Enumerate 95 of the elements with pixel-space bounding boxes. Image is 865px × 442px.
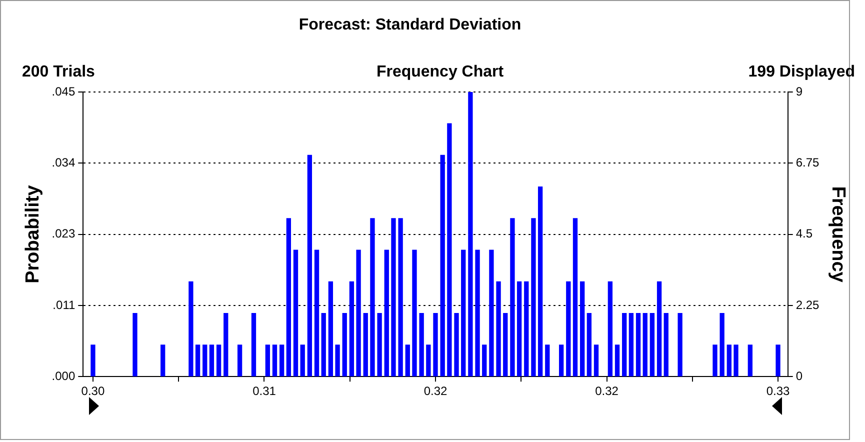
bar [321, 313, 326, 376]
x-tick-label: 0.30 [81, 384, 105, 398]
bar [531, 218, 536, 376]
chart-subtitle: Frequency Chart [376, 63, 504, 80]
bar [307, 154, 312, 376]
bar [538, 186, 543, 376]
bar [608, 281, 613, 376]
y-axis-title: Probability [22, 184, 44, 284]
bar [580, 281, 585, 376]
y-tick-label: .000 [52, 368, 76, 383]
bar [328, 281, 334, 376]
x-tick-label: 0.31 [252, 384, 276, 398]
bar [356, 250, 361, 376]
bar [370, 218, 375, 376]
y-tick-label: .045 [52, 84, 76, 98]
bar [426, 344, 431, 376]
x-tick-label: 0.32 [424, 384, 448, 398]
bar [622, 313, 627, 376]
x-tick-label: 0.33 [766, 384, 790, 398]
y2-tick-label: 0 [796, 368, 803, 383]
y2-tick-label: 2.25 [796, 298, 820, 312]
bar [524, 281, 529, 376]
bar [776, 344, 780, 376]
bar [461, 250, 466, 376]
bar [251, 313, 256, 376]
bar [384, 250, 389, 376]
bar [237, 344, 242, 376]
bar [391, 218, 396, 376]
bar [412, 250, 417, 376]
bar [202, 344, 208, 376]
bar [363, 313, 368, 376]
bar [447, 123, 452, 376]
bar [224, 313, 228, 376]
bar [712, 344, 718, 376]
bar [482, 344, 487, 376]
bar [160, 344, 166, 376]
bar [293, 250, 298, 376]
bar [614, 344, 620, 376]
bar [572, 218, 578, 376]
bar [279, 344, 284, 376]
bar [545, 344, 550, 376]
bar [335, 344, 340, 376]
bar [132, 313, 138, 376]
bar [664, 313, 668, 376]
bar [314, 250, 320, 376]
bar [398, 218, 403, 376]
bar [748, 344, 752, 376]
bar [489, 250, 494, 376]
bar [566, 281, 571, 376]
bar [468, 92, 473, 376]
y2-tick-label: 9 [796, 84, 803, 98]
bar [720, 313, 724, 376]
bar [300, 344, 305, 376]
text: 199 Displayed [748, 63, 855, 80]
bar [628, 313, 634, 376]
bar [433, 313, 438, 376]
bar [642, 313, 648, 376]
y2-tick-label: 6.75 [796, 155, 820, 170]
bar [188, 281, 194, 376]
bar [586, 313, 592, 376]
bar [656, 281, 662, 376]
bar [195, 344, 200, 376]
bar [209, 344, 214, 376]
bar [678, 313, 682, 376]
bar [405, 344, 410, 376]
bar [516, 281, 522, 376]
bar [265, 344, 270, 376]
text: 200 Trials [22, 63, 96, 80]
bar [650, 313, 655, 376]
bar [349, 281, 354, 376]
bar [419, 313, 424, 376]
bar [377, 313, 382, 376]
bar [440, 154, 445, 376]
bar [216, 344, 222, 376]
y-tick-label: .023 [52, 226, 76, 241]
bar [503, 313, 508, 376]
bar [510, 218, 515, 376]
y2-axis-title: Frequency [827, 186, 848, 283]
bar [636, 313, 641, 376]
y-tick-label: .011 [52, 298, 76, 312]
bar [496, 281, 501, 376]
bar [734, 344, 738, 376]
y2-tick-label: 4.5 [796, 226, 813, 241]
bar [286, 218, 291, 376]
bar [475, 250, 480, 376]
bar [558, 344, 564, 376]
y-tick-label: .034 [52, 155, 76, 170]
x-tick-label: 0.32 [595, 384, 619, 398]
bar [342, 313, 347, 376]
bar [726, 344, 732, 376]
bar [90, 344, 96, 376]
bar [272, 344, 278, 376]
bar [594, 344, 599, 376]
chart-title: Forecast: Standard Deviation [298, 16, 522, 34]
bar [454, 313, 459, 376]
